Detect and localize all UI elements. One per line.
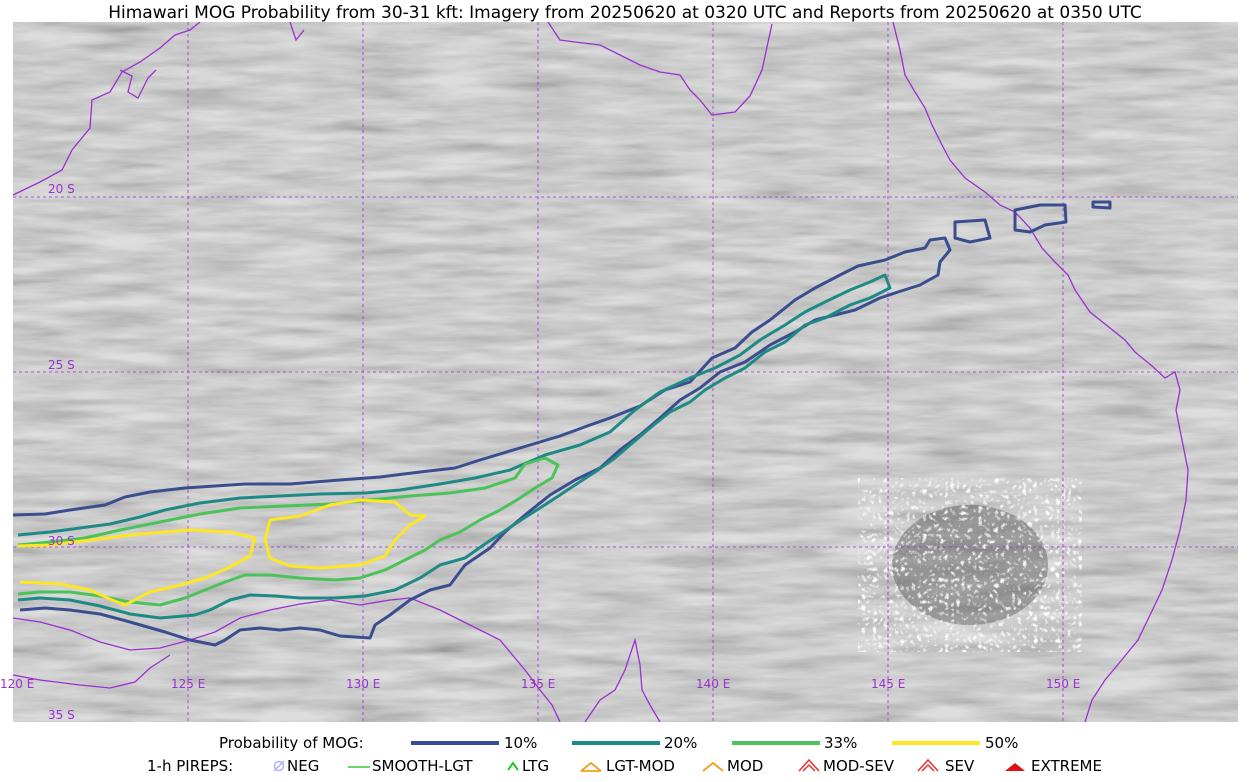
contour-10pct-island-3 bbox=[1091, 200, 1112, 210]
legend-line-20pct bbox=[572, 741, 660, 745]
graticule bbox=[13, 22, 1238, 722]
lat-label: 25 S bbox=[48, 358, 75, 372]
legend-label-20pct: 20% bbox=[664, 734, 698, 752]
pirep-label-neg: NEG bbox=[287, 757, 320, 775]
storm-cloud-cluster bbox=[890, 503, 1050, 627]
legend-label-10pct: 10% bbox=[504, 734, 538, 752]
lon-label: 145 E bbox=[871, 677, 905, 691]
graticule-labels: 20 S 25 S 30 S 35 S 120 E 125 E 130 E 13… bbox=[0, 182, 1080, 722]
smooth-lgt-icon bbox=[348, 766, 370, 768]
lon-label: 140 E bbox=[696, 677, 730, 691]
probability-contours bbox=[13, 200, 1112, 647]
contour-50pct bbox=[17, 528, 257, 607]
legend-line-50pct bbox=[892, 741, 980, 745]
lon-label: 120 E bbox=[0, 677, 34, 691]
lat-label: 30 S bbox=[48, 534, 75, 548]
contour-10pct bbox=[13, 236, 952, 647]
contour-10pct-island-2 bbox=[1013, 203, 1068, 234]
lat-label: 35 S bbox=[48, 708, 75, 722]
map-title: Himawari MOG Probability from 30-31 kft:… bbox=[108, 3, 1142, 23]
neg-icon bbox=[273, 760, 285, 772]
contour-20pct bbox=[17, 273, 892, 620]
contour-33pct bbox=[17, 456, 560, 607]
pirep-label-lgt-mod: LGT-MOD bbox=[606, 757, 675, 775]
sev-icon bbox=[917, 758, 939, 772]
pirep-label-smooth-lgt: SMOOTH-LGT bbox=[372, 757, 473, 775]
pirep-label-ltg: LTG bbox=[522, 757, 550, 775]
extreme-icon bbox=[1005, 763, 1025, 771]
pirep-label-sev: SEV bbox=[945, 757, 975, 775]
mod-icon bbox=[702, 761, 724, 772]
pirep-label-mod-sev: MOD-SEV bbox=[823, 757, 894, 775]
coastline bbox=[13, 22, 1189, 722]
lon-label: 125 E bbox=[171, 677, 205, 691]
lat-label: 20 S bbox=[48, 182, 75, 196]
mod-sev-icon bbox=[798, 758, 820, 772]
contour-50pct-core bbox=[263, 498, 427, 570]
contour-10pct-island bbox=[953, 218, 992, 244]
probability-legend-title: Probability of MOG: bbox=[219, 734, 364, 752]
pirep-label-extreme: EXTREME bbox=[1031, 757, 1102, 775]
probability-legend: Probability of MOG: 10% 20% 33% 50% bbox=[0, 733, 1250, 753]
legend-line-10pct bbox=[411, 741, 499, 745]
lon-label: 150 E bbox=[1046, 677, 1080, 691]
pirep-legend-title: 1-h PIREPS: bbox=[147, 757, 234, 775]
pirep-label-mod: MOD bbox=[727, 757, 764, 775]
lon-label: 135 E bbox=[521, 677, 555, 691]
lgt-mod-icon bbox=[580, 761, 602, 772]
pirep-legend: 1-h PIREPS: NEG SMOOTH-LGT LTG LGT-MOD M… bbox=[0, 756, 1250, 776]
legend-line-33pct bbox=[732, 741, 820, 745]
ltg-icon bbox=[507, 761, 519, 771]
legend-label-50pct: 50% bbox=[985, 734, 1019, 752]
lon-label: 130 E bbox=[346, 677, 380, 691]
legend-label-33pct: 33% bbox=[824, 734, 858, 752]
